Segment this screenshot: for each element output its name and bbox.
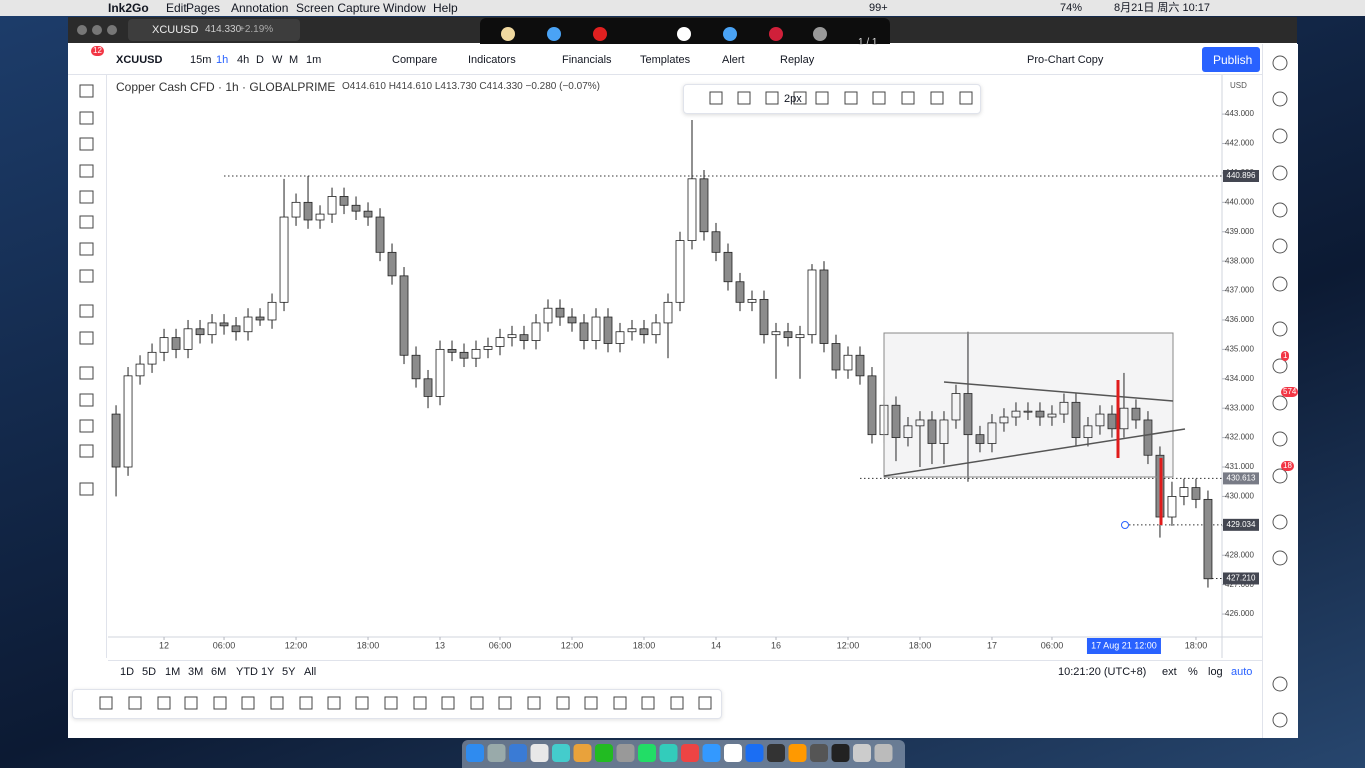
chart-title: Copper Cash CFD · 1h · GLOBALPRIME xyxy=(116,80,336,94)
header-button[interactable]: Financials xyxy=(562,54,612,66)
interval[interactable]: M xyxy=(289,54,299,66)
publish-button[interactable] xyxy=(1202,47,1260,72)
interval[interactable]: 4h xyxy=(237,54,250,66)
status-item: 99+ xyxy=(869,2,888,14)
tab-change: +2.19% xyxy=(239,24,274,35)
tools-bar xyxy=(72,689,722,719)
menu-item[interactable]: Edit xyxy=(166,1,187,15)
menubar xyxy=(0,0,1365,16)
interval[interactable]: 15m xyxy=(190,54,212,66)
tab-price: 414.330 xyxy=(205,24,242,35)
menu-badge: 12 xyxy=(91,46,104,56)
window xyxy=(68,17,1297,738)
notification-badge: 1 xyxy=(1281,351,1290,361)
notification-badge: 18 xyxy=(1281,461,1294,471)
ohlc: O414.610 H414.610 L413.730 C414.330 −0.2… xyxy=(342,81,600,92)
clock: 10:21:20 (UTC+8) xyxy=(1058,666,1147,678)
range-button[interactable]: 1M xyxy=(165,666,181,678)
menu-item[interactable]: Pages xyxy=(186,1,221,15)
interval[interactable]: 1h xyxy=(216,54,229,66)
range-button[interactable]: 5D xyxy=(142,666,157,678)
publish-label[interactable]: Publish xyxy=(1213,53,1253,67)
left-toolbar xyxy=(68,75,107,658)
header-button[interactable]: Templates xyxy=(640,54,691,66)
notification-badge: 574 xyxy=(1281,387,1299,397)
scale-option[interactable]: log xyxy=(1208,666,1223,678)
range-button[interactable]: 1Y xyxy=(261,666,275,678)
symbol[interactable]: XCUUSD xyxy=(116,54,163,66)
range-button[interactable]: All xyxy=(304,666,317,678)
range-button[interactable]: 3M xyxy=(188,666,204,678)
bottom-bar xyxy=(108,660,1262,685)
header-button[interactable]: Indicators xyxy=(468,54,516,66)
dock xyxy=(462,740,905,768)
range-button[interactable]: 5Y xyxy=(282,666,296,678)
menu-item[interactable]: Screen Capture xyxy=(296,1,381,15)
page-counter: 1 / 1 xyxy=(858,37,878,48)
scale-option[interactable]: ext xyxy=(1162,666,1177,678)
menu-item[interactable]: Window xyxy=(383,1,426,15)
window-control[interactable] xyxy=(92,25,102,35)
drawing-toolbar xyxy=(683,84,981,114)
status-item: 74% xyxy=(1060,2,1083,14)
header-button[interactable]: Alert xyxy=(722,54,745,66)
range-button[interactable]: 1D xyxy=(120,666,135,678)
header-button[interactable]: Replay xyxy=(780,54,815,66)
range-button[interactable]: 6M xyxy=(211,666,227,678)
window-control[interactable] xyxy=(77,25,87,35)
status-item: 8月21日 周六 10:17 xyxy=(1114,2,1210,14)
menu-item[interactable]: Help xyxy=(433,1,458,15)
interval[interactable]: 1m xyxy=(306,54,322,66)
interval[interactable]: D xyxy=(256,54,264,66)
app-name: Ink2Go xyxy=(108,1,149,15)
range-button[interactable]: YTD xyxy=(236,666,258,678)
window-control[interactable] xyxy=(107,25,117,35)
interval[interactable]: W xyxy=(272,54,283,66)
layout-name[interactable]: Pro-Chart Copy xyxy=(1027,54,1104,66)
menu-item[interactable]: Annotation xyxy=(231,1,289,15)
scale-option[interactable]: auto xyxy=(1231,666,1253,678)
tab-symbol: XCUUSD xyxy=(152,24,199,36)
scale-option[interactable]: % xyxy=(1188,666,1198,678)
line-width[interactable]: 2px xyxy=(784,93,802,105)
header-button[interactable]: Compare xyxy=(392,54,438,66)
header-bar xyxy=(68,44,1262,75)
browser-tab[interactable] xyxy=(128,19,300,41)
